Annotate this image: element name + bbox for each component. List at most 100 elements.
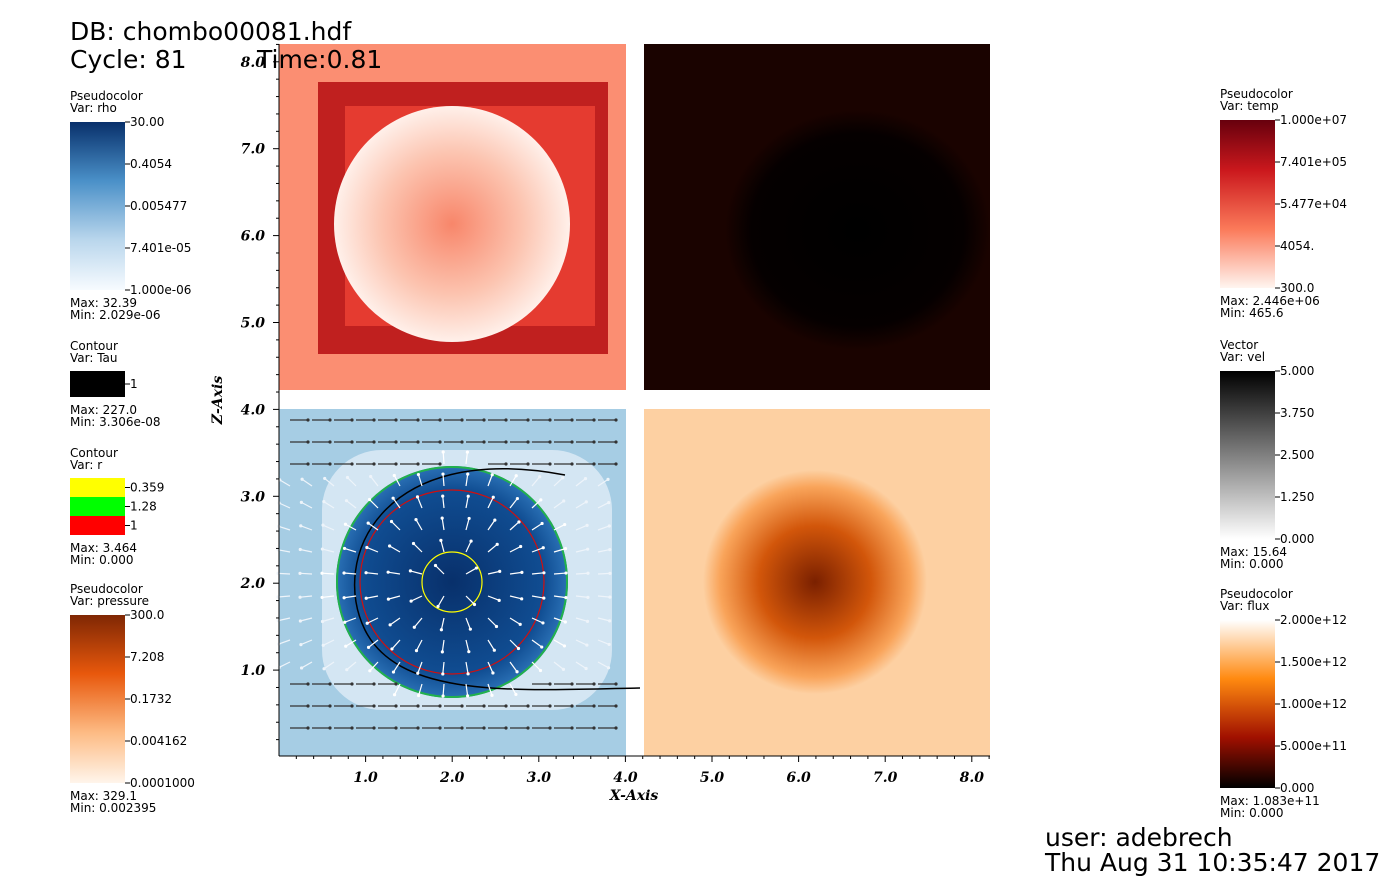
vector-arrow <box>301 478 313 487</box>
vector-arrow <box>346 500 357 509</box>
legend-max: Max: 32.39 <box>70 296 137 310</box>
vector-head <box>438 440 442 444</box>
vector-head <box>439 628 443 632</box>
vector-arrow <box>465 661 469 674</box>
vector-arrow <box>575 639 588 646</box>
vector-arrow <box>509 617 521 625</box>
vector-head <box>391 496 395 500</box>
vector-arrow <box>509 595 522 600</box>
vector-head <box>608 547 612 552</box>
vector-arrow <box>487 496 494 509</box>
vector-head <box>482 440 486 444</box>
legend-min: Min: 2.029e-06 <box>70 308 161 322</box>
vector-arrow <box>416 496 423 509</box>
vector-head <box>394 440 398 444</box>
user: user: adebrech <box>1045 823 1233 852</box>
vector-head <box>299 500 303 504</box>
vector-head <box>365 545 369 550</box>
vector-head <box>394 682 398 686</box>
vector-head <box>320 547 324 551</box>
vector-head <box>372 440 376 444</box>
vector-arrow <box>278 639 291 645</box>
vector-head <box>491 495 495 499</box>
legend-label: 30.00 <box>130 115 164 129</box>
vector-head <box>538 668 543 673</box>
vector-head <box>570 704 574 708</box>
vector-head <box>542 596 546 600</box>
vector-head <box>394 462 398 466</box>
vector-head <box>441 450 445 454</box>
vector-head <box>366 521 370 525</box>
vector-arrow <box>368 639 379 648</box>
vector-head <box>584 666 588 671</box>
vector-arrow <box>344 595 357 599</box>
vector-arrow <box>575 595 588 598</box>
vector-head <box>526 418 530 422</box>
vector-arrow <box>442 683 445 697</box>
vector-arrow <box>575 617 588 622</box>
vector-head <box>438 462 442 466</box>
legend-label: 1 <box>130 519 138 533</box>
vector-head <box>466 672 470 676</box>
vector-head <box>372 682 376 686</box>
vector-arrow <box>553 548 566 553</box>
vector-head <box>299 666 304 670</box>
vector-head <box>561 476 565 480</box>
vector-arrow <box>597 617 610 622</box>
vector-head <box>519 544 523 549</box>
vector-head <box>416 726 420 730</box>
vector-head <box>441 672 445 676</box>
vector-head <box>526 462 530 466</box>
legend-label: 1 <box>130 377 138 391</box>
vector-head <box>328 682 332 686</box>
vector-arrow <box>277 572 291 575</box>
vector-head <box>441 494 445 498</box>
vector-head <box>350 440 354 444</box>
vector-arrow <box>487 661 494 674</box>
vector-head <box>540 645 544 649</box>
contour-r <box>336 466 568 698</box>
vector-head <box>465 450 470 454</box>
vector-head <box>614 726 618 730</box>
vector-head <box>342 596 346 600</box>
vector-arrow <box>389 617 401 626</box>
vector-arrow <box>487 595 500 601</box>
vector-head <box>433 563 438 568</box>
vector-head <box>606 477 610 482</box>
vector-head <box>416 462 420 466</box>
x-tick-label: 3.0 <box>527 770 552 786</box>
x-tick-label: 2.0 <box>439 770 465 786</box>
vector-arrow <box>437 595 445 607</box>
vector-arrow <box>531 639 543 648</box>
vector-head <box>322 500 326 504</box>
vector-arrow <box>553 617 566 623</box>
vector-arrow <box>531 522 543 531</box>
vector-head <box>584 500 588 504</box>
vector-head <box>416 671 420 675</box>
vector-head <box>438 418 442 422</box>
vector-head <box>526 440 530 444</box>
vector-head <box>548 418 552 422</box>
legend-label: 0.000 <box>1280 532 1314 546</box>
legend-var: Var: rho <box>70 101 117 115</box>
vector-arrow <box>417 661 423 674</box>
vector-arrow <box>300 548 313 553</box>
vector-arrow <box>322 548 335 553</box>
vector-head <box>548 440 552 444</box>
vector-arrow <box>410 570 423 575</box>
vector-arrow <box>440 617 445 630</box>
legend-max: Max: 227.0 <box>70 403 137 417</box>
vector-head <box>520 597 524 601</box>
vector-arrow <box>366 572 379 575</box>
vector-head <box>585 643 589 647</box>
vector-arrow <box>531 595 544 599</box>
vector-head <box>586 595 590 599</box>
x-tick-label: 8.0 <box>960 770 985 786</box>
legend-label: 1.000e+07 <box>1280 113 1347 127</box>
legend-plot: Pseudocolor <box>1220 587 1293 601</box>
legend-min: Min: 3.306e-08 <box>70 415 161 429</box>
legend-max: Max: 2.446e+06 <box>1220 294 1320 308</box>
vector-head <box>514 692 518 697</box>
vector-head <box>350 418 354 422</box>
vector-arrow <box>487 639 495 651</box>
